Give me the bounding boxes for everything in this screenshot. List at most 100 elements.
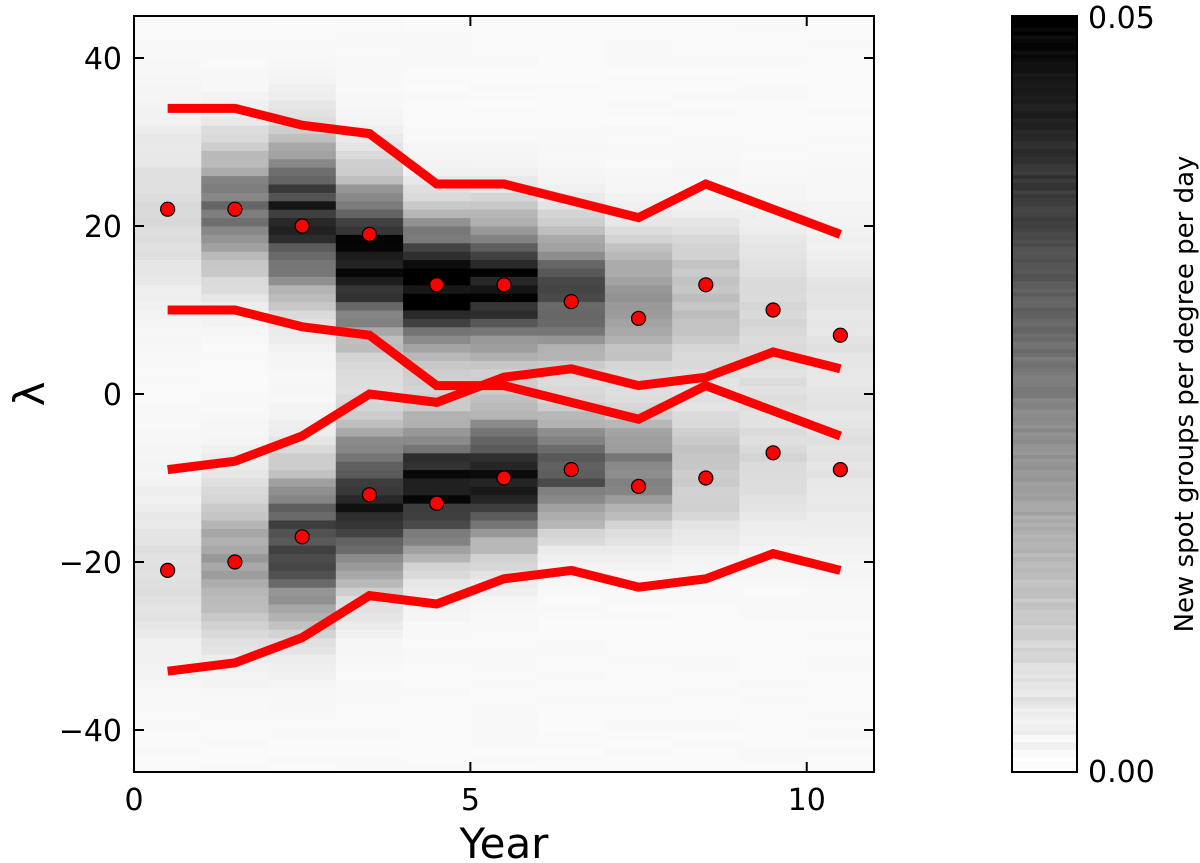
heatmap-cell bbox=[201, 436, 270, 445]
colorbar-band bbox=[1012, 609, 1077, 614]
heatmap-cell bbox=[470, 352, 539, 361]
heatmap-cell bbox=[403, 301, 471, 311]
colorbar-band bbox=[1012, 556, 1077, 561]
colorbar-band bbox=[1012, 480, 1077, 486]
north-mean-point bbox=[765, 302, 781, 318]
colorbar-band bbox=[1012, 658, 1077, 663]
heatmap-cell bbox=[134, 654, 202, 664]
heatmap-cell bbox=[537, 679, 606, 689]
colorbar-band bbox=[1012, 50, 1077, 55]
x-tick-label: 10 bbox=[788, 783, 826, 818]
heatmap-cell bbox=[537, 503, 606, 513]
heatmap-cell bbox=[537, 637, 606, 647]
heatmap-cell bbox=[335, 200, 404, 210]
heatmap-cell bbox=[806, 528, 874, 538]
heatmap-cell bbox=[201, 125, 270, 135]
heatmap-cell bbox=[201, 629, 270, 639]
heatmap-cell bbox=[335, 377, 404, 387]
heatmap-cell bbox=[672, 217, 740, 227]
heatmap-cell bbox=[470, 209, 539, 219]
heatmap-cell bbox=[739, 226, 808, 235]
heatmap-cell bbox=[268, 402, 337, 412]
heatmap-cell bbox=[335, 184, 404, 193]
heatmap-cell bbox=[537, 528, 606, 538]
heatmap-cell bbox=[268, 511, 337, 521]
heatmap-cell bbox=[739, 696, 808, 706]
heatmap-cell bbox=[739, 41, 808, 51]
heatmap-cell bbox=[604, 620, 673, 630]
heatmap-cell bbox=[672, 234, 740, 244]
heatmap-cell bbox=[268, 452, 337, 462]
heatmap-column bbox=[739, 16, 808, 772]
heatmap-cell bbox=[806, 595, 874, 605]
heatmap-cell bbox=[672, 394, 740, 403]
colorbar-band bbox=[1012, 329, 1077, 335]
heatmap-cell bbox=[268, 184, 337, 193]
heatmap-column bbox=[268, 16, 337, 772]
colorbar-band bbox=[1012, 696, 1077, 701]
heatmap-cell bbox=[403, 545, 471, 555]
heatmap-cell bbox=[268, 66, 337, 76]
heatmap-cell bbox=[537, 427, 606, 437]
heatmap-cell bbox=[806, 444, 874, 454]
heatmap-cell bbox=[806, 763, 874, 772]
heatmap-cell bbox=[201, 385, 270, 395]
heatmap-cell bbox=[470, 192, 539, 202]
heatmap-cell bbox=[470, 217, 539, 227]
heatmap-cell bbox=[739, 158, 808, 168]
heatmap-cell bbox=[537, 654, 606, 664]
heatmap-cell bbox=[537, 553, 606, 563]
heatmap-cell bbox=[134, 671, 202, 681]
heatmap-cell bbox=[672, 620, 740, 630]
heatmap-cell bbox=[335, 360, 404, 370]
colorbar-band bbox=[1012, 477, 1077, 482]
heatmap-cell bbox=[335, 175, 404, 185]
heatmap-cell bbox=[335, 32, 404, 42]
heatmap-cell bbox=[403, 637, 471, 647]
colorbar-band bbox=[1012, 65, 1077, 70]
heatmap-cell bbox=[604, 108, 673, 118]
heatmap-cell bbox=[201, 58, 270, 67]
heatmap-cell bbox=[739, 763, 808, 772]
heatmap-cell bbox=[201, 268, 270, 277]
heatmap-cell bbox=[268, 32, 337, 42]
heatmap-cell bbox=[268, 486, 337, 496]
heatmap-cell bbox=[268, 671, 337, 681]
heatmap-cell bbox=[470, 486, 539, 496]
heatmap-cell bbox=[134, 242, 202, 252]
heatmap-cell bbox=[134, 587, 202, 597]
heatmap-cell bbox=[739, 578, 808, 588]
colorbar-band bbox=[1012, 722, 1077, 728]
heatmap-cell bbox=[806, 679, 874, 689]
heatmap-cell bbox=[201, 251, 270, 261]
colorbar-band bbox=[1012, 322, 1077, 327]
colorbar-band bbox=[1012, 632, 1077, 637]
heatmap-cell bbox=[604, 461, 673, 471]
heatmap-cell bbox=[806, 755, 874, 765]
heatmap-cell bbox=[335, 679, 404, 689]
heatmap-cell bbox=[403, 242, 471, 252]
colorbar-band bbox=[1012, 469, 1077, 474]
heatmap-cell bbox=[672, 738, 740, 748]
heatmap-cell bbox=[134, 444, 202, 454]
colorbar-band bbox=[1012, 454, 1077, 459]
heatmap-cell bbox=[335, 730, 404, 739]
x-axis-title: Year bbox=[459, 819, 550, 863]
heatmap-cell bbox=[470, 242, 539, 252]
heatmap-cell bbox=[537, 24, 606, 34]
heatmap-cell bbox=[537, 721, 606, 731]
heatmap-cell bbox=[201, 410, 270, 420]
heatmap-cell bbox=[403, 452, 471, 462]
heatmap-cell bbox=[806, 200, 874, 210]
heatmap-cell bbox=[672, 360, 740, 370]
heatmap-cell bbox=[537, 343, 606, 353]
heatmap-cell bbox=[672, 402, 740, 412]
heatmap-cell bbox=[201, 545, 270, 555]
heatmap-cell bbox=[806, 150, 874, 160]
heatmap-cell bbox=[335, 696, 404, 706]
colorbar-band bbox=[1012, 31, 1077, 36]
colorbar-band bbox=[1012, 235, 1077, 240]
heatmap-cell bbox=[201, 536, 270, 546]
heatmap-cell bbox=[403, 133, 471, 143]
colorbar-band bbox=[1012, 242, 1077, 248]
